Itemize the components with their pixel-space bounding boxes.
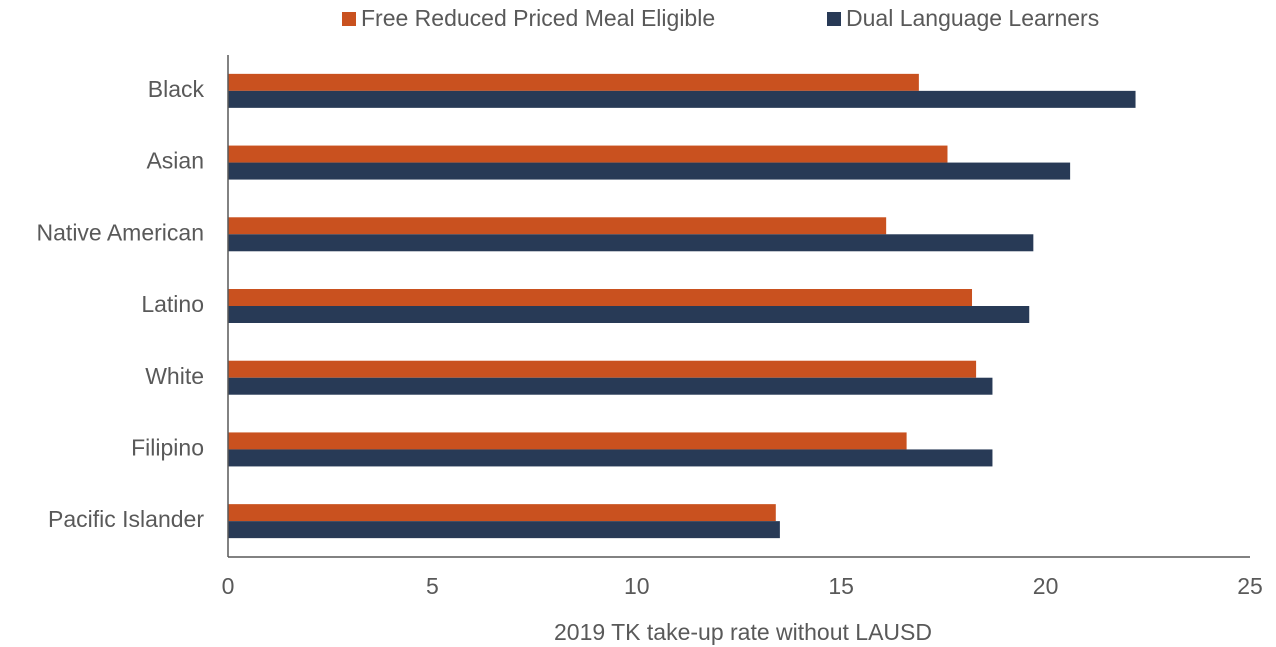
bar bbox=[228, 432, 907, 450]
y-tick-label: White bbox=[145, 363, 204, 389]
bar bbox=[228, 306, 1030, 323]
y-tick-label: Latino bbox=[141, 291, 204, 317]
y-tick-label: Asian bbox=[146, 148, 204, 174]
x-axis-label: 2019 TK take-up rate without LAUSD bbox=[554, 619, 932, 645]
y-tick-label: Pacific Islander bbox=[48, 506, 204, 532]
y-tick-label: Filipino bbox=[131, 435, 204, 461]
bar bbox=[228, 73, 919, 91]
x-tick-label: 0 bbox=[222, 573, 235, 599]
bar bbox=[228, 360, 977, 378]
legend-swatch bbox=[342, 12, 356, 26]
bar bbox=[228, 289, 973, 306]
y-tick-label: Native American bbox=[37, 219, 204, 245]
y-tick-label: Black bbox=[148, 76, 205, 102]
legend-label: Free Reduced Priced Meal Eligible bbox=[361, 5, 715, 31]
x-tick-label: 20 bbox=[1033, 573, 1059, 599]
x-tick-label: 15 bbox=[828, 573, 854, 599]
bar bbox=[228, 377, 993, 395]
x-tick-label: 10 bbox=[624, 573, 650, 599]
legend-swatch bbox=[827, 12, 841, 26]
x-tick-label: 25 bbox=[1237, 573, 1263, 599]
bar bbox=[228, 449, 993, 467]
bar bbox=[228, 504, 776, 522]
bar bbox=[228, 521, 780, 539]
bar bbox=[228, 234, 1034, 252]
bar bbox=[228, 162, 1071, 180]
bar bbox=[228, 90, 1136, 108]
legend-label: Dual Language Learners bbox=[846, 5, 1099, 31]
bar bbox=[228, 145, 948, 163]
x-tick-label: 5 bbox=[426, 573, 439, 599]
bar bbox=[228, 217, 887, 235]
